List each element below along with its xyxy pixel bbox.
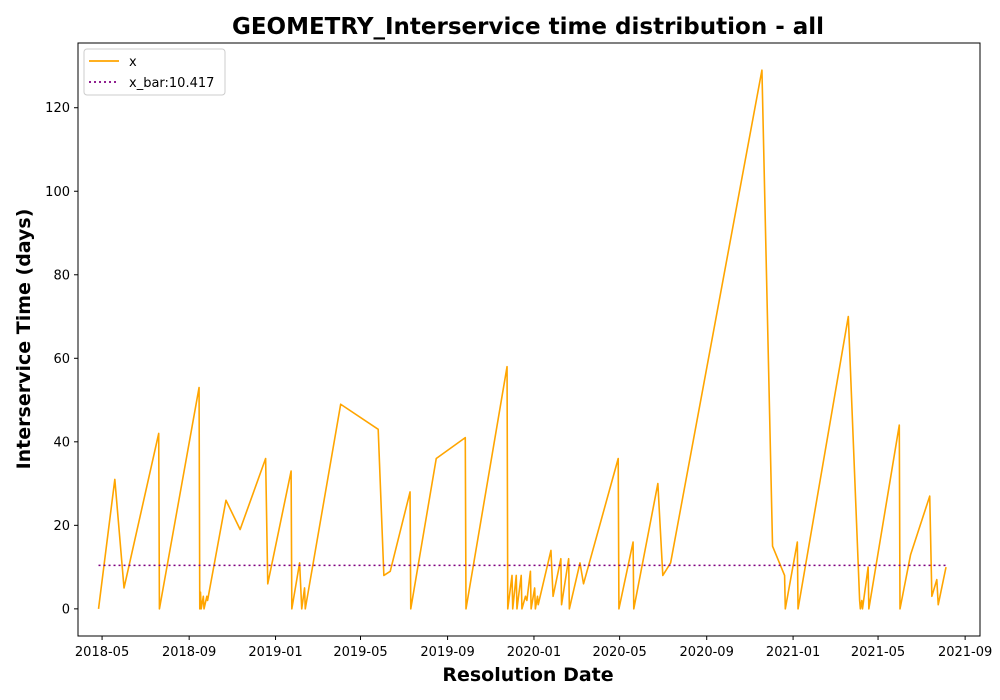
- y-tick-label: 100: [45, 185, 70, 200]
- x-tick-label: 2020-01: [507, 645, 561, 660]
- chart-title: GEOMETRY_Interservice time distribution …: [232, 14, 824, 40]
- y-axis: 0 20 40 60 80 100 120: [45, 101, 78, 617]
- x-tick-label: 2019-05: [333, 645, 387, 660]
- y-tick-label: 20: [53, 519, 70, 534]
- y-tick-label: 40: [53, 435, 70, 450]
- series-layer: [97, 69, 947, 610]
- x-tick-label: 2020-05: [592, 645, 646, 660]
- x-tick-label: 2018-05: [75, 645, 129, 660]
- legend-x-label: x: [129, 55, 137, 70]
- x-tick-label: 2021-01: [766, 645, 820, 660]
- x-tick-label: 2021-05: [851, 645, 905, 660]
- y-tick-label: 80: [53, 268, 70, 283]
- legend: x x_bar:10.417: [83, 48, 226, 96]
- x-tick-label: 2020-09: [680, 645, 734, 660]
- series-line-x: [97, 69, 947, 610]
- x-tick-label: 2019-01: [248, 645, 302, 660]
- x-tick-label: 2018-09: [162, 645, 216, 660]
- y-tick-label: 0: [62, 602, 70, 617]
- plot-frame: [77, 42, 981, 637]
- y-tick-label: 60: [53, 352, 70, 367]
- x-axis: 2018-05 2018-09 2019-01 2019-05 2019-09 2020-…: [75, 636, 992, 660]
- y-axis-label: Interservice Time (days): [13, 209, 35, 470]
- legend-box: [83, 48, 226, 96]
- x-tick-label: 2019-09: [420, 645, 474, 660]
- x-axis-label: Resolution Date: [442, 664, 613, 686]
- legend-xbar-label: x_bar:10.417: [129, 76, 214, 91]
- y-tick-label: 120: [45, 101, 70, 116]
- x-tick-label: 2021-09: [938, 645, 992, 660]
